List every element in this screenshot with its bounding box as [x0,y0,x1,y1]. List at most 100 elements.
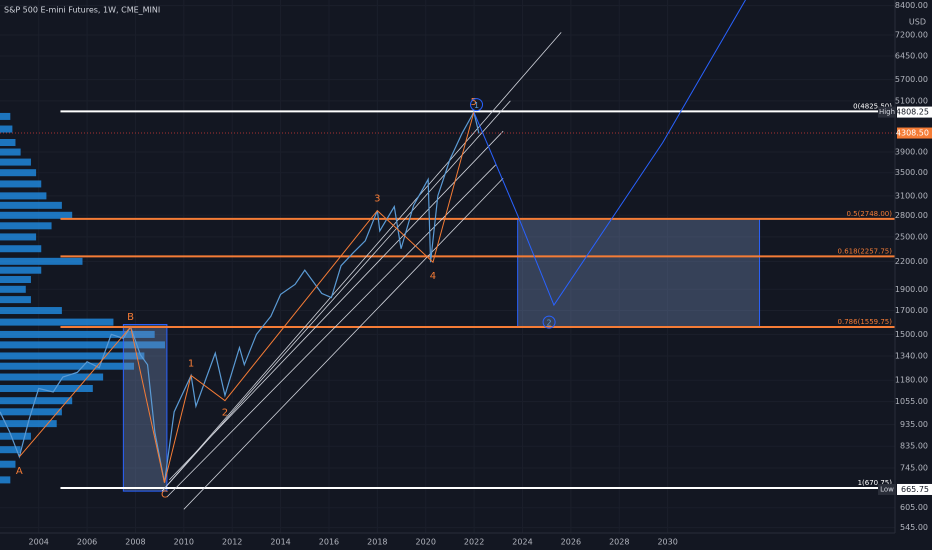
x-tick-label: 2014 [270,538,290,547]
volume-bar [0,169,37,177]
x-tick-label: 2004 [29,538,49,547]
volume-bar [0,180,42,188]
y-tick-label: 545.00 [900,523,928,532]
currency-label: USD [909,18,926,27]
volume-bar [0,476,11,484]
price-tag [897,483,932,495]
channel-line [161,100,511,492]
x-tick-label: 2020 [416,538,436,547]
x-tick-label: 2008 [125,538,145,547]
wave-path [18,111,475,483]
price-tag-name: High [879,108,895,116]
wave-circle [470,98,484,112]
y-tick-label: 3900.00 [895,148,928,157]
wave-label: 5 [471,97,477,108]
fib-label: 0(4825.50) [853,102,892,110]
wave-circle [542,315,556,329]
circled-wave-label: 1 [474,101,479,110]
fib-label: 0.786(1559.75) [838,318,893,326]
volume-bar [0,307,62,315]
channel-line [183,177,504,510]
volume-bar [0,285,26,293]
volume-bar [0,362,135,370]
volume-bar [0,318,114,326]
volume-bar [0,211,73,219]
chart-title: S&P 500 E-mini Futures, 1W, CME_MINI [4,6,160,15]
x-tick-label: 2022 [464,538,484,547]
x-tick-label: 2024 [512,538,532,547]
wave-label: 4 [430,271,436,282]
y-tick-label: 6450.00 [895,52,928,61]
y-tick-label: 2500.00 [895,232,928,241]
volume-bar [0,257,83,265]
y-tick-label: 835.00 [900,442,928,451]
x-tick-label: 2012 [222,538,242,547]
volume-bar [0,158,31,166]
projection-line [473,0,747,307]
volume-bar [0,460,16,468]
volume-bar [0,201,62,209]
y-tick-label: 605.00 [900,503,928,512]
wave-label: A [16,466,23,477]
y-tick-label: 8400.00 [895,1,928,10]
y-tick-label: 1340.00 [895,351,928,360]
wave-label: B [127,312,134,323]
price-tag-name: Low [880,485,894,493]
y-tick-label: 3500.00 [895,168,928,177]
price-tag-label: 4308.50 [896,129,929,138]
y-tick-label: 5700.00 [895,75,928,84]
zone-box [517,218,761,328]
fib-label: 0.5(2748.00) [846,210,892,218]
volume-bar [0,125,13,133]
x-tick-label: 2018 [367,538,387,547]
channel-line [166,164,497,498]
volume-bar [0,148,21,156]
volume-bar [0,373,104,381]
wave-label: 1 [188,358,194,369]
y-tick-label: 935.00 [900,420,928,429]
wave-label: 3 [374,194,380,205]
x-tick-label: 2016 [319,538,339,547]
channel-line [161,32,562,492]
x-tick-label: 2030 [657,538,677,547]
wave-label: 2 [222,408,228,419]
y-tick-label: 2800.00 [895,211,928,220]
volume-bar [0,341,165,349]
y-tick-label: 1055.00 [895,397,928,406]
y-tick-label: 1700.00 [895,306,928,315]
price-tag-name-box [878,483,896,495]
y-tick-label: 5100.00 [895,96,928,105]
volume-bar [0,139,16,147]
y-tick-label: 7200.00 [895,31,928,40]
y-tick-label: 1500.00 [895,330,928,339]
x-tick-label: 2028 [609,538,629,547]
price-line [0,110,480,483]
volume-bar [0,112,11,120]
volume-bar [0,384,93,392]
volume-bar [0,222,52,230]
channel-line [169,130,504,481]
volume-bar [0,276,31,284]
y-tick-label: 1900.00 [895,285,928,294]
volume-bar [0,352,145,360]
volume-bar [0,266,42,274]
y-tick-label: 745.00 [900,464,928,473]
volume-bar [0,432,31,440]
x-tick-label: 2026 [561,538,581,547]
y-tick-label: 3100.00 [895,191,928,200]
volume-bar [0,330,155,338]
volume-bar [0,192,47,200]
price-tag-label: 665.75 [901,485,929,494]
wave-label: C [161,490,168,501]
fib-label: 0.618(2257.75) [838,247,893,255]
y-tick-label: 1180.00 [895,376,928,385]
price-tag-name-box [878,106,896,118]
price-tag [897,106,932,118]
volume-bar [0,233,37,241]
fib-label: 1(670.75) [858,479,893,487]
x-tick-label: 2010 [174,538,194,547]
price-tag [897,127,932,139]
y-tick-label: 2200.00 [895,257,928,266]
zone-box [122,324,168,492]
